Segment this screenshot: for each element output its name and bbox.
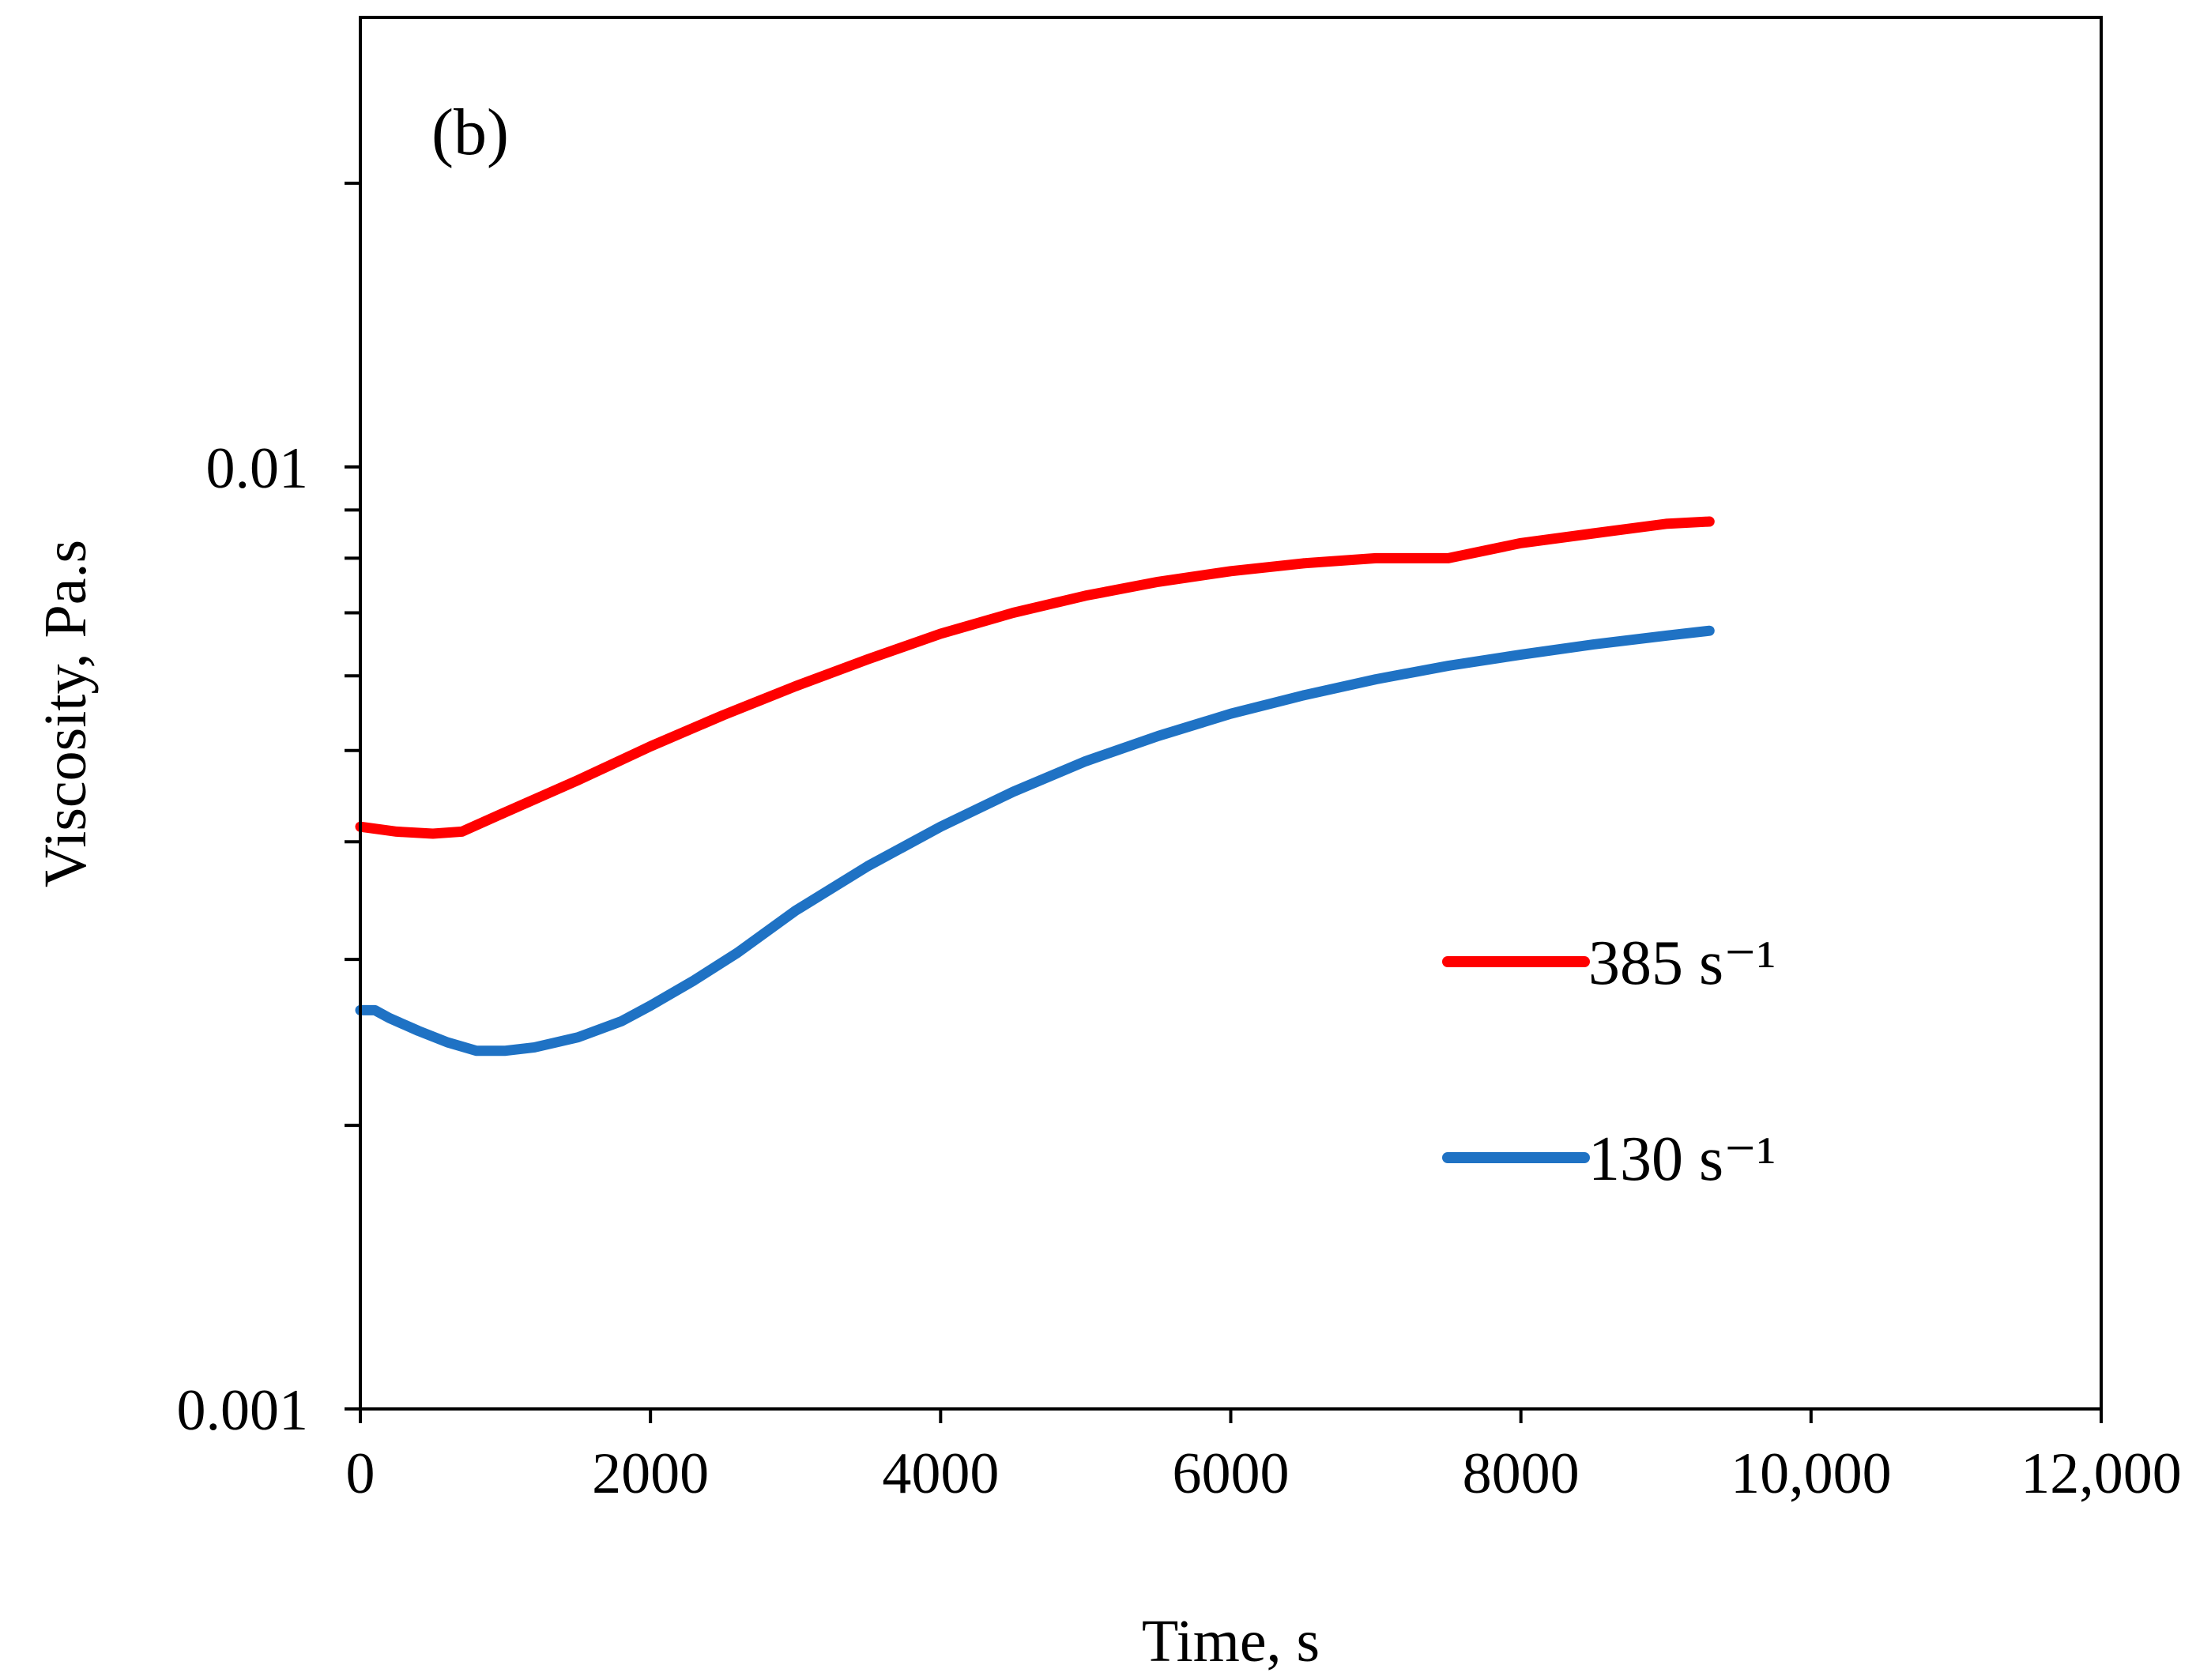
series-layer [355, 516, 1715, 1057]
series-line-1 [355, 516, 1715, 839]
x-axis: 0 2000 4000 6000 8000 10,000 12,000 [346, 1409, 2182, 1506]
y-tick-label: 0.001 [177, 1378, 309, 1443]
x-tick-label: 12,000 [2021, 1441, 2182, 1506]
y-tick-label: 0.01 [206, 436, 309, 501]
x-tick-label: 10,000 [1731, 1441, 1892, 1506]
legend-label-2: 130 s⁻¹ [1588, 1124, 1776, 1194]
x-tick-label: 2000 [592, 1441, 709, 1506]
series-line-2 [355, 625, 1715, 1057]
x-tick-label: 6000 [1173, 1441, 1290, 1506]
y-axis-title: Viscosity, Pa.s [32, 540, 99, 887]
x-tick-label: 8000 [1463, 1441, 1580, 1506]
x-tick-label: 4000 [882, 1441, 999, 1506]
y-axis: 0.001 0.01 [177, 181, 360, 1443]
x-axis-title: Time, s [1142, 1608, 1320, 1674]
legend-label-1: 385 s⁻¹ [1588, 929, 1776, 998]
panel-label: (b) [431, 96, 509, 169]
legend: 385 s⁻¹ 130 s⁻¹ [1442, 929, 1776, 1194]
x-tick-label: 0 [346, 1441, 375, 1506]
